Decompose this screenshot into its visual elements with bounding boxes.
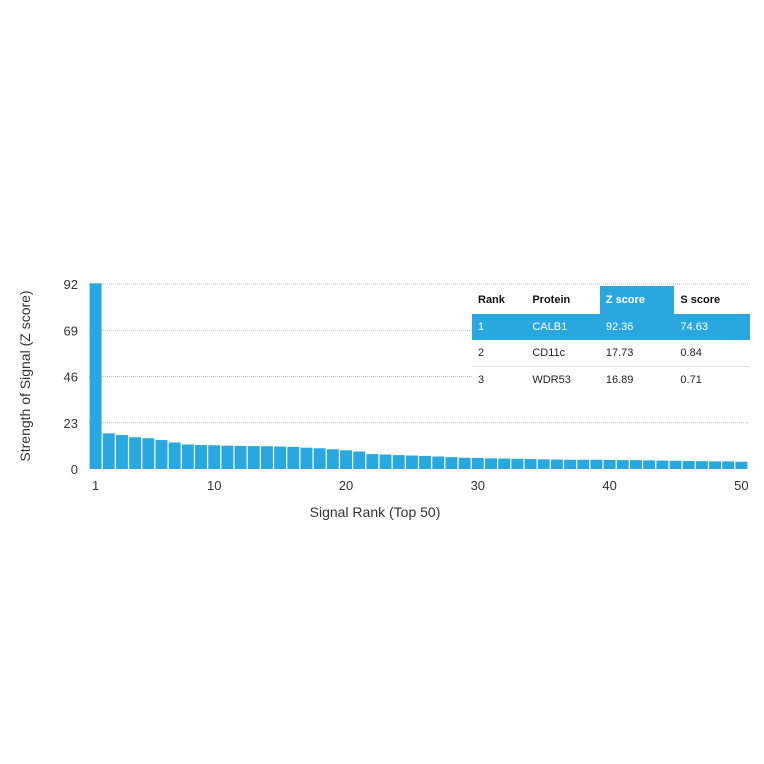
header-rank: Rank bbox=[478, 294, 505, 306]
bar bbox=[445, 457, 458, 469]
bar bbox=[616, 460, 629, 469]
bar bbox=[471, 457, 484, 469]
bar bbox=[550, 459, 563, 469]
bar bbox=[629, 460, 642, 469]
bar bbox=[682, 460, 695, 469]
bar bbox=[524, 458, 537, 469]
table-row: 2 CD11c 17.73 0.84 bbox=[472, 340, 750, 367]
x-axis-title: Signal Rank (Top 50) bbox=[310, 504, 441, 520]
cell-s-score: 0.71 bbox=[680, 374, 702, 386]
bar bbox=[577, 459, 590, 469]
y-tick-label: 46 bbox=[64, 370, 78, 385]
bar bbox=[735, 461, 748, 469]
bar bbox=[392, 455, 405, 470]
x-tick-label: 1 bbox=[92, 478, 99, 493]
bar bbox=[287, 446, 300, 469]
bar bbox=[485, 458, 497, 469]
y-tick-label: 69 bbox=[64, 323, 78, 338]
cell-protein: CALB1 bbox=[526, 314, 600, 340]
bar bbox=[155, 440, 168, 469]
bar bbox=[247, 446, 260, 469]
x-tick-labels: 1 10 20 30 40 50 bbox=[92, 478, 749, 493]
bar bbox=[129, 437, 142, 469]
bar bbox=[195, 445, 208, 469]
x-tick-label: 20 bbox=[339, 478, 353, 493]
bar bbox=[234, 445, 247, 470]
bars bbox=[89, 283, 748, 470]
bar bbox=[168, 442, 181, 469]
x-tick-label: 40 bbox=[602, 478, 616, 493]
header-z-score: Z score bbox=[599, 286, 675, 314]
bar bbox=[260, 446, 273, 469]
bar bbox=[405, 455, 418, 469]
bar bbox=[432, 456, 445, 469]
cell-rank: 1 bbox=[472, 314, 527, 340]
table-row: 3 WDR53 16.89 0.71 bbox=[472, 367, 750, 394]
table-header-row: Rank Protein Z score S score bbox=[472, 286, 750, 314]
bar bbox=[181, 444, 194, 469]
cell-s-score: 0.84 bbox=[674, 340, 750, 367]
x-tick-label: 30 bbox=[471, 478, 485, 493]
y-tick-label: 92 bbox=[64, 277, 78, 292]
bar bbox=[313, 448, 326, 469]
x-tick-label: 50 bbox=[734, 478, 748, 493]
bar bbox=[722, 461, 735, 469]
bar bbox=[300, 447, 313, 469]
bar bbox=[208, 445, 221, 469]
bar bbox=[656, 460, 669, 469]
bar bbox=[379, 454, 392, 469]
bar bbox=[603, 459, 616, 469]
y-tick-label: 23 bbox=[64, 416, 78, 431]
bar bbox=[274, 446, 287, 469]
bar bbox=[669, 460, 682, 469]
bar bbox=[326, 449, 339, 469]
bar bbox=[366, 454, 379, 469]
cell-rank: 2 bbox=[472, 340, 527, 367]
cell-z-score: 17.73 bbox=[599, 340, 675, 367]
bar bbox=[89, 283, 102, 469]
cell-z-score: 16.89 bbox=[605, 374, 634, 386]
bar bbox=[537, 459, 550, 469]
cell-s-score: 74.63 bbox=[674, 314, 750, 340]
bar bbox=[564, 459, 577, 469]
bar bbox=[142, 438, 155, 469]
bar bbox=[221, 445, 234, 469]
y-tick-labels: 0 23 46 69 92 bbox=[64, 277, 78, 477]
y-tick-label: 0 bbox=[71, 462, 78, 477]
bar bbox=[590, 459, 603, 469]
header-protein: Protein bbox=[532, 294, 571, 306]
header-s-score: S score bbox=[680, 294, 721, 306]
bar bbox=[695, 461, 708, 469]
x-tick-label: 10 bbox=[207, 478, 221, 493]
bar bbox=[643, 460, 656, 469]
bar bbox=[709, 461, 722, 469]
bar bbox=[102, 433, 115, 469]
bar bbox=[340, 450, 352, 469]
table-row: 1 CALB1 92.36 74.63 bbox=[472, 314, 750, 340]
top-hits-table: Rank Protein Z score S score 1 CALB1 92.… bbox=[472, 286, 750, 393]
bar bbox=[511, 458, 524, 469]
cell-z-score: 92.36 bbox=[599, 314, 675, 340]
bar bbox=[419, 455, 432, 469]
bar bbox=[498, 458, 511, 469]
cell-protein: CD11c bbox=[526, 340, 600, 367]
bar bbox=[353, 451, 366, 469]
bar bbox=[115, 435, 128, 469]
bar bbox=[458, 457, 471, 469]
cell-protein: WDR53 bbox=[532, 374, 571, 386]
y-axis-title: Strength of Signal (Z score) bbox=[17, 290, 33, 461]
cell-rank: 3 bbox=[478, 374, 485, 386]
